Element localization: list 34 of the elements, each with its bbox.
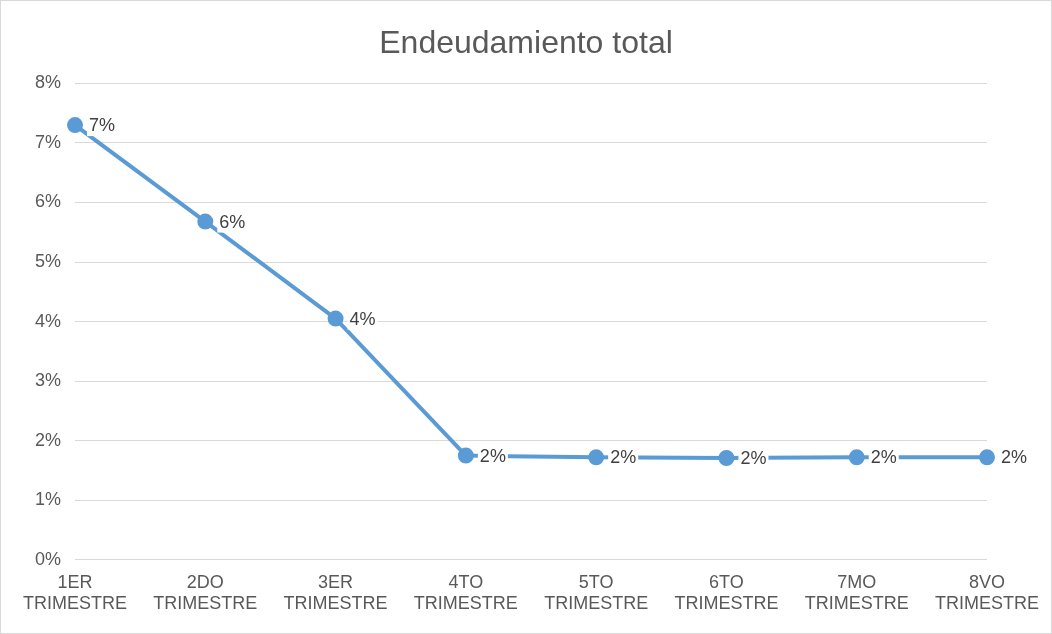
data-label: 6%	[219, 211, 246, 232]
y-tick-label: 4%	[35, 310, 62, 331]
x-tick-label: 6TO TRIMESTRE	[674, 571, 779, 614]
y-tick-label: 3%	[35, 370, 62, 391]
x-tick-label: 8VO TRIMESTRE	[934, 571, 1040, 614]
data-label: 7%	[89, 115, 116, 136]
y-tick-label: 2%	[35, 429, 62, 450]
point	[588, 449, 605, 466]
data-label: 2%	[870, 447, 897, 468]
point	[718, 449, 735, 466]
chart-title: Endeudamiento total	[379, 24, 673, 61]
point	[457, 447, 474, 464]
y-tick-label: 5%	[35, 251, 62, 272]
x-tick-label: 5TO TRIMESTRE	[544, 571, 649, 614]
y-tick-label: 1%	[35, 489, 62, 510]
point	[979, 449, 995, 466]
data-label: 4%	[349, 308, 376, 329]
x-tick-label: 4TO TRIMESTRE	[413, 571, 518, 614]
y-tick-label: 6%	[35, 191, 62, 212]
data-label: 2%	[1001, 447, 1028, 468]
data-label: 2%	[479, 445, 506, 466]
x-tick-label: 3ER TRIMESTRE	[283, 571, 388, 614]
point	[67, 117, 84, 134]
y-tick-label: 8%	[35, 72, 62, 93]
data-label: 2%	[740, 447, 767, 468]
y-tick-label: 7%	[35, 131, 62, 152]
point	[327, 310, 344, 327]
x-tick-label: 1ER TRIMESTRE	[23, 571, 128, 614]
y-tick-label: 0%	[35, 548, 62, 569]
x-tick-label: 7MO TRIMESTRE	[804, 571, 909, 614]
x-tick-label: 2DO TRIMESTRE	[153, 571, 258, 614]
data-label: 2%	[610, 447, 637, 468]
point	[848, 449, 865, 466]
point	[197, 213, 214, 230]
